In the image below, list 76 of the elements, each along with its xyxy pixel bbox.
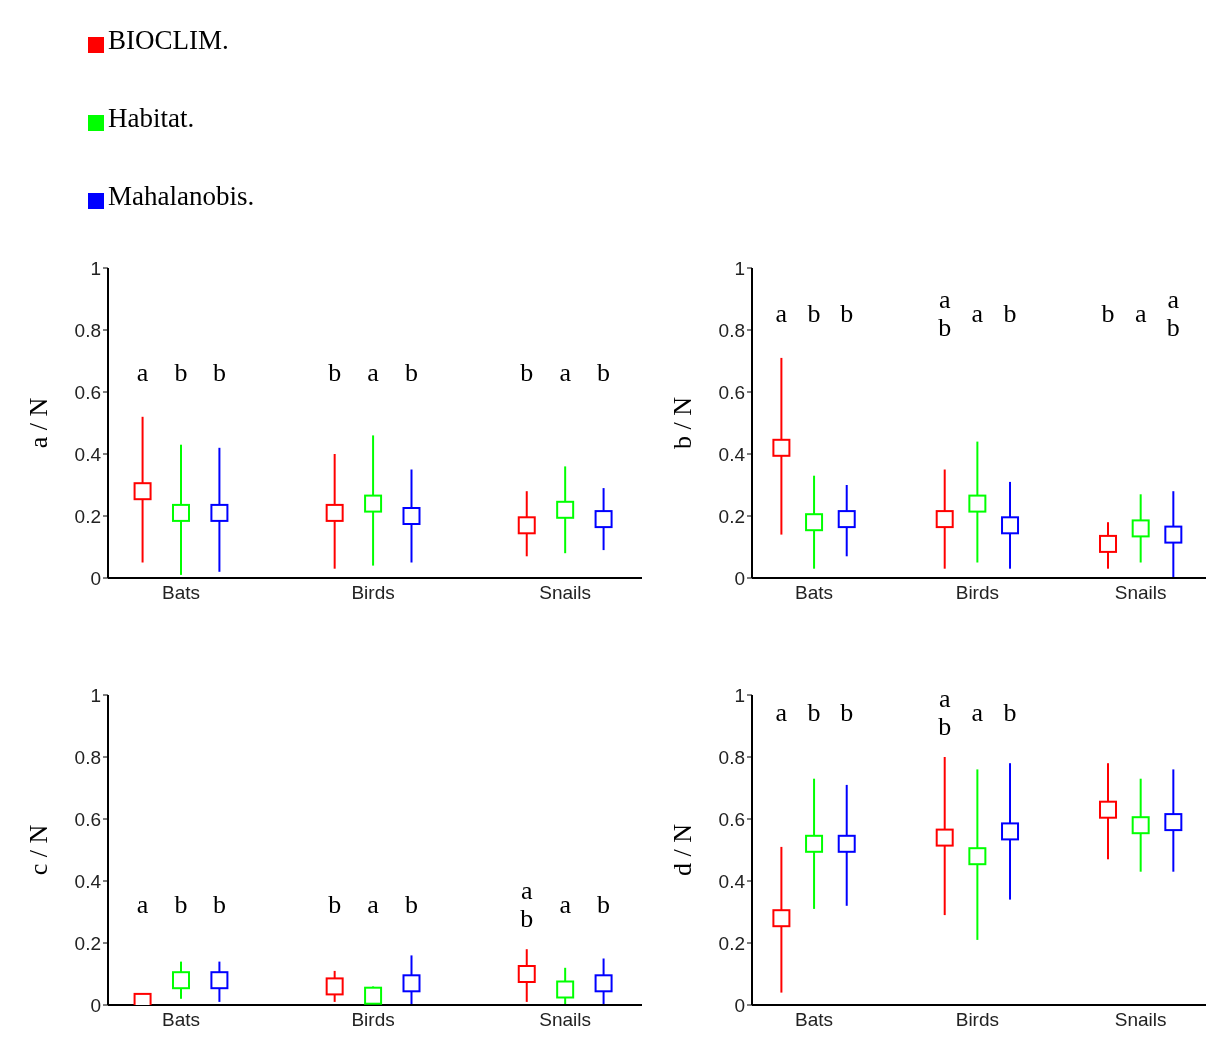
annotation: b: [1003, 698, 1017, 727]
annotation: a b: [1166, 284, 1180, 342]
y-axis-title: a / N: [24, 397, 54, 449]
annotation: a: [136, 890, 149, 920]
annotation: a: [559, 357, 572, 387]
annotation: b: [328, 357, 342, 387]
annotation: a b: [938, 284, 952, 342]
annotation: b: [840, 298, 854, 328]
y-tick-label: 1: [734, 257, 745, 279]
y-tick-label: 0.6: [718, 381, 745, 403]
annotation: a: [971, 698, 984, 727]
x-tick-label: Snails: [1114, 582, 1167, 604]
legend-label: Mahalanobis.: [108, 181, 255, 211]
annotation: a: [971, 298, 984, 328]
x-tick-label: Birds: [955, 1009, 1000, 1031]
annotation: a: [775, 298, 788, 328]
annotation: a b: [938, 684, 952, 741]
annotation: a: [559, 890, 572, 920]
x-tick-label: Bats: [161, 582, 201, 604]
y-tick-label: 0.8: [718, 319, 745, 341]
x-tick-label: Snails: [1114, 1009, 1167, 1031]
annotation: a: [367, 357, 380, 387]
y-tick-label: 0.4: [74, 870, 102, 892]
y-tick-label: 0.2: [74, 505, 101, 527]
annotation: b: [212, 357, 226, 387]
annotation: b: [807, 298, 821, 328]
y-tick-label: 0.2: [718, 932, 745, 954]
y-tick-label: 0.2: [718, 505, 745, 527]
x-tick-label: Bats: [161, 1009, 201, 1031]
x-tick-label: Snails: [539, 1009, 592, 1031]
legend-label: BIOCLIM.: [108, 25, 229, 55]
y-axis-title: c / N: [24, 824, 54, 876]
annotation: a: [367, 890, 380, 920]
annotation: b: [840, 698, 854, 727]
y-tick-label: 0: [90, 994, 101, 1016]
annotation: b: [405, 890, 418, 920]
annotation: b: [520, 357, 534, 387]
y-tick-label: 0.8: [74, 746, 101, 768]
annotation: b: [807, 698, 821, 727]
y-tick-label: 0.4: [718, 870, 746, 892]
annotation: b: [405, 357, 418, 387]
annotation: b: [1003, 298, 1017, 328]
x-tick-label: Bats: [795, 582, 834, 604]
y-tick-label: 0.8: [718, 746, 745, 768]
x-tick-label: Birds: [351, 582, 395, 604]
annotation: b: [174, 357, 188, 387]
annotation: a: [775, 698, 788, 727]
x-tick-label: Birds: [955, 582, 1000, 604]
annotation: a b: [520, 876, 534, 934]
annotation: b: [212, 890, 226, 920]
x-tick-label: Snails: [539, 582, 592, 604]
y-tick-label: 0.4: [718, 443, 746, 465]
y-tick-label: 0: [734, 994, 745, 1016]
y-tick-label: 0.8: [74, 319, 101, 341]
y-tick-label: 0: [90, 567, 101, 589]
y-tick-label: 1: [734, 684, 745, 706]
annotation: b: [597, 357, 611, 387]
annotation: b: [328, 890, 342, 920]
annotation: a: [1134, 298, 1147, 328]
y-axis-title: d / N: [668, 823, 698, 876]
y-tick-label: 1: [90, 257, 101, 279]
y-tick-label: 0.2: [74, 932, 101, 954]
annotation: a: [136, 357, 149, 387]
y-tick-label: 0: [734, 567, 745, 589]
x-tick-label: Birds: [351, 1009, 395, 1031]
y-tick-label: 0.6: [74, 381, 101, 403]
x-tick-label: Bats: [795, 1009, 834, 1031]
legend-label: Habitat.: [108, 103, 195, 133]
annotation: b: [597, 890, 611, 920]
y-tick-label: 0.6: [718, 808, 745, 830]
y-tick-label: 0.4: [74, 443, 102, 465]
y-axis-title: b / N: [668, 396, 698, 449]
annotation: b: [1101, 298, 1115, 328]
annotation: b: [174, 890, 188, 920]
y-tick-label: 1: [90, 684, 101, 706]
y-tick-label: 0.6: [74, 808, 101, 830]
